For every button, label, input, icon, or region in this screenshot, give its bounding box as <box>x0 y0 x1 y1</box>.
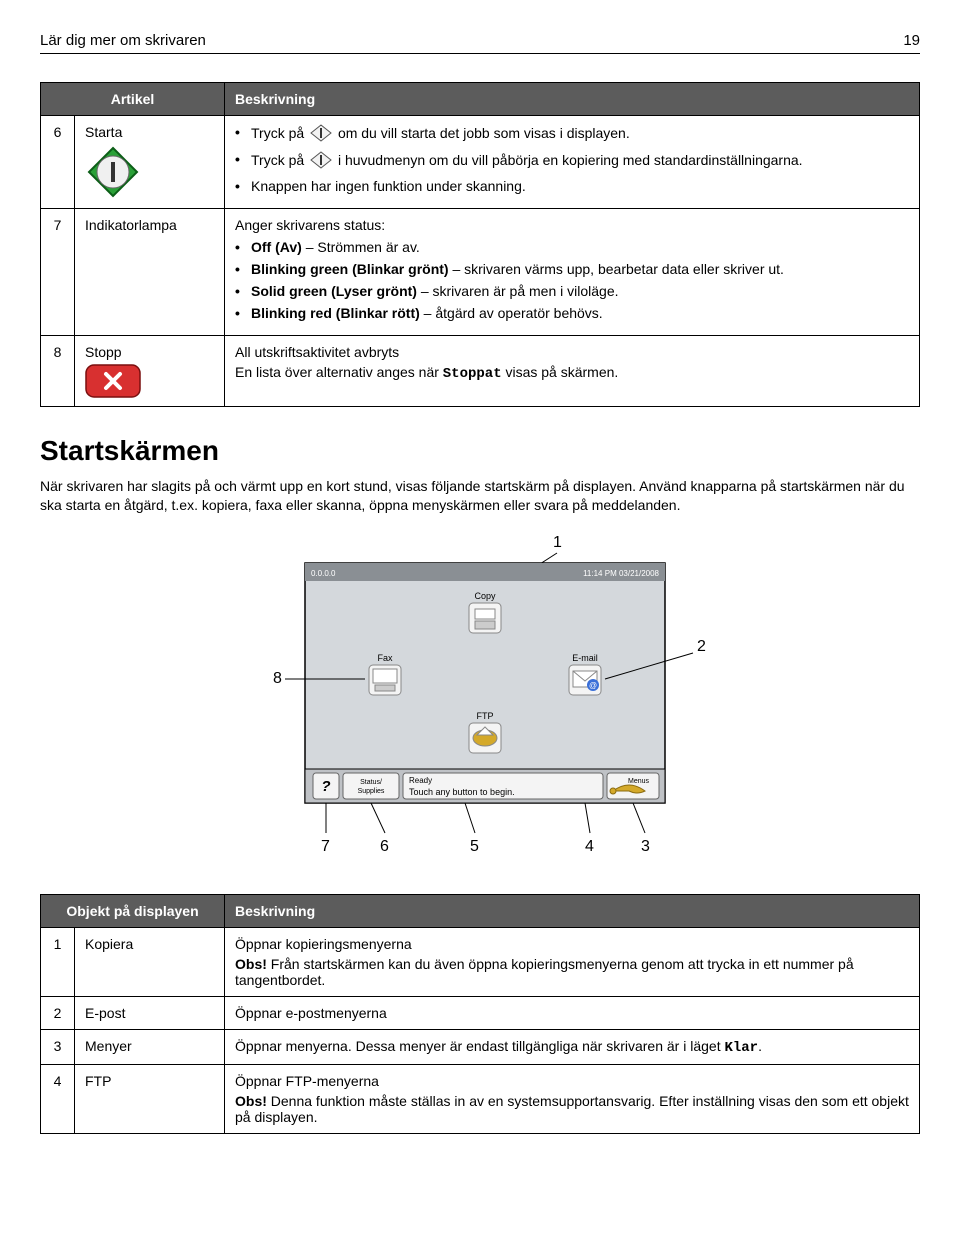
row-num: 4 <box>41 1064 75 1133</box>
svg-text:Supplies: Supplies <box>358 788 385 795</box>
start-diamond-icon <box>310 151 332 172</box>
row-label: FTP <box>75 1064 225 1133</box>
row-description: Öppnar kopieringsmenyerna Obs! Från star… <box>225 927 920 996</box>
row-num: 6 <box>41 116 75 209</box>
home-screen-diagram: 1 0.0.0.0 11:14 PM 03/21/2008 Copy Fax E… <box>40 533 920 876</box>
display-objects-table: Objekt på displayen Beskrivning 1 Kopier… <box>40 894 920 1134</box>
ready-label: Ready <box>409 776 432 785</box>
row-num: 1 <box>41 927 75 996</box>
row-num: 8 <box>41 336 75 407</box>
row-description: Öppnar e-postmenyerna <box>225 996 920 1029</box>
email-label: E-mail <box>572 653 598 663</box>
screen-datetime: 11:14 PM 03/21/2008 <box>583 569 659 578</box>
row-article: Starta <box>75 116 225 209</box>
table-row: 7 Indikatorlampa Anger skrivarens status… <box>41 209 920 336</box>
callout-5: 5 <box>470 838 479 855</box>
table-row: 4 FTP Öppnar FTP-menyerna Obs! Denna fun… <box>41 1064 920 1133</box>
section-heading: Startskärmen <box>40 435 920 467</box>
table2-head-beskr: Beskrivning <box>225 894 920 927</box>
row-num: 7 <box>41 209 75 336</box>
screen-ip: 0.0.0.0 <box>311 569 336 578</box>
row-label: Menyer <box>75 1029 225 1064</box>
ftp-label: FTP <box>477 711 494 721</box>
start-button-icon <box>85 144 141 200</box>
bullet-item: Knappen har ingen funktion under skannin… <box>235 178 909 194</box>
row-num: 3 <box>41 1029 75 1064</box>
stop-line2: En lista över alternativ anges när Stopp… <box>235 364 909 382</box>
callout-4: 4 <box>585 838 594 855</box>
help-icon: ? <box>321 778 330 795</box>
row-description: Öppnar FTP-menyerna Obs! Denna funktion … <box>225 1064 920 1133</box>
bullet-item: Blinking red (Blinkar rött) – åtgärd av … <box>235 305 909 321</box>
stop-line1: All utskriftsaktivitet avbryts <box>235 344 909 360</box>
touch-label: Touch any button to begin. <box>409 787 515 797</box>
status-label: Status/ <box>360 779 382 786</box>
row-label: Indikatorlampa <box>75 209 225 336</box>
row-label: Kopiera <box>75 927 225 996</box>
bullet-item: Tryck på i huvudmenyn om du vill påbörja… <box>235 151 909 172</box>
row-description: Anger skrivarens status: Off (Av) – Strö… <box>225 209 920 336</box>
table1-head-artikel: Artikel <box>41 83 225 116</box>
callout-1: 1 <box>553 534 562 551</box>
bullet-item: Off (Av) – Strömmen är av. <box>235 239 909 255</box>
callout-7: 7 <box>321 838 330 855</box>
copy-label: Copy <box>474 591 496 601</box>
row-description: Öppnar menyerna. Dessa menyer är endast … <box>225 1029 920 1064</box>
row-label: Stopp <box>85 344 122 360</box>
row-article: Stopp <box>75 336 225 407</box>
row-num: 2 <box>41 996 75 1029</box>
row-label: Starta <box>85 124 122 140</box>
table-row: 2 E-post Öppnar e-postmenyerna <box>41 996 920 1029</box>
bullet-item: Blinking green (Blinkar grönt) – skrivar… <box>235 261 909 277</box>
header-page-number: 19 <box>903 32 920 49</box>
row-label: E-post <box>75 996 225 1029</box>
stop-button-icon <box>85 364 141 398</box>
row-description: Tryck på om du vill starta det jobb som … <box>225 116 920 209</box>
start-diamond-icon <box>310 124 332 145</box>
table-row: 1 Kopiera Öppnar kopieringsmenyerna Obs!… <box>41 927 920 996</box>
buttons-description-table: Artikel Beskrivning 6 Starta Tryck på <box>40 82 920 407</box>
table2-head-obj: Objekt på displayen <box>41 894 225 927</box>
callout-3: 3 <box>641 838 650 855</box>
status-intro: Anger skrivarens status: <box>235 217 909 233</box>
callout-8: 8 <box>273 670 282 687</box>
row-description: All utskriftsaktivitet avbryts En lista … <box>225 336 920 407</box>
table-row: 8 Stopp All utskriftsaktivitet avbryts E… <box>41 336 920 407</box>
header-title: Lär dig mer om skrivaren <box>40 32 206 49</box>
page-header: Lär dig mer om skrivaren 19 <box>40 32 920 54</box>
table-row: 3 Menyer Öppnar menyerna. Dessa menyer ä… <box>41 1029 920 1064</box>
table1-head-beskrivning: Beskrivning <box>225 83 920 116</box>
section-paragraph: När skrivaren har slagits på och värmt u… <box>40 477 920 515</box>
bullet-item: Tryck på om du vill starta det jobb som … <box>235 124 909 145</box>
table-row: 6 Starta Tryck på om du vill starta det … <box>41 116 920 209</box>
callout-2: 2 <box>697 638 706 655</box>
fax-label: Fax <box>377 653 393 663</box>
bullet-item: Solid green (Lyser grönt) – skrivaren är… <box>235 283 909 299</box>
callout-6: 6 <box>380 838 389 855</box>
diagram-svg: 1 0.0.0.0 11:14 PM 03/21/2008 Copy Fax E… <box>215 533 745 873</box>
menus-label: Menus <box>628 778 650 785</box>
svg-text:@: @ <box>589 681 597 690</box>
